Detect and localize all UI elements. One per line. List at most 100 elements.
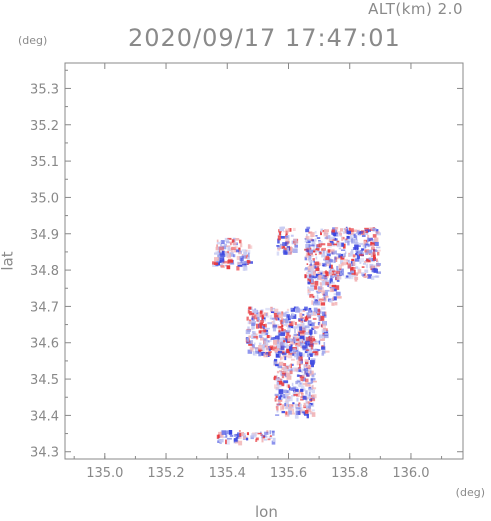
echo-cell [333, 250, 337, 255]
echo-cell [217, 254, 221, 259]
echo-cell [318, 246, 322, 248]
echo-cell [312, 317, 317, 320]
echo-cell [285, 366, 289, 369]
echo-cell [294, 349, 299, 353]
echo-cell [361, 248, 365, 251]
echo-cell [305, 390, 308, 395]
echo-cell [258, 351, 262, 357]
echo-cell [305, 349, 310, 351]
echo-cell [251, 314, 254, 319]
echo-cell [354, 258, 360, 262]
echo-cell [363, 239, 369, 243]
echo-cell [292, 408, 295, 413]
echo-cell [295, 380, 298, 385]
echo-cell [305, 238, 309, 242]
echo-cell [275, 335, 280, 340]
echo-cell [258, 342, 262, 346]
echo-cell [325, 256, 330, 261]
echo-cell [283, 312, 287, 317]
echo-cell [281, 245, 285, 249]
echo-cell [331, 231, 336, 236]
echo-cell [280, 345, 285, 350]
y-tick-label: 35.2 [30, 119, 59, 134]
echo-cell [330, 264, 333, 269]
echo-cell [288, 386, 291, 391]
echo-cell [332, 243, 338, 246]
echo-cell [238, 437, 242, 439]
echo-cell [283, 338, 286, 341]
echo-cell [285, 311, 289, 314]
x-tick-label: 135.8 [331, 466, 368, 481]
echo-cell [300, 388, 304, 392]
echo-cell [304, 370, 309, 375]
echo-cell [263, 353, 268, 358]
echo-cell [214, 257, 219, 261]
echo-cell [312, 276, 317, 279]
echo-cell [302, 340, 307, 343]
echo-cell [321, 306, 326, 310]
echo-cell [314, 281, 319, 286]
echo-cell [283, 346, 287, 348]
echo-cell [321, 247, 326, 251]
echo-cell [347, 263, 352, 269]
echo-cell [277, 245, 281, 250]
y-axis-ticks: 34.3 34.4 34.5 34.6 34.7 34.8 34.9 35.0 35.1 35.2… [30, 69, 463, 461]
echo-cell [305, 252, 309, 256]
x-tick-label: 135.2 [147, 466, 184, 481]
echo-cell [294, 414, 299, 419]
echo-cell [315, 235, 318, 237]
echo-cell [296, 380, 301, 383]
echo-cell [355, 266, 359, 269]
echo-cell [311, 322, 315, 327]
echo-cell [219, 261, 222, 263]
echo-cell [293, 238, 298, 241]
echo-cell [361, 272, 365, 276]
echo-cell [295, 307, 300, 313]
echo-cell [285, 396, 290, 401]
echo-cell [268, 352, 272, 357]
echo-cell [318, 340, 321, 345]
echo-cell [348, 259, 350, 264]
echo-cell [269, 435, 272, 437]
echo-cell [300, 338, 304, 342]
echo-cell [284, 403, 287, 407]
echo-cell [251, 321, 256, 326]
echo-cell [315, 301, 320, 306]
echo-cell [329, 262, 331, 267]
echo-cell [226, 238, 230, 241]
echo-cell [219, 257, 225, 263]
echo-cell [325, 235, 331, 239]
echo-cell [248, 252, 250, 258]
echo-cell [263, 329, 267, 333]
echo-cell [225, 264, 228, 267]
echo-cell [322, 271, 325, 275]
echo-cell [286, 234, 290, 239]
echo-cell [312, 380, 317, 383]
echo-cell [296, 410, 298, 415]
echo-cell [307, 286, 310, 289]
echo-cell [277, 316, 280, 321]
echo-cell [278, 338, 283, 343]
echo-cell [310, 237, 313, 241]
echo-cell [290, 247, 293, 252]
echo-cell [229, 262, 235, 265]
echo-cell [358, 233, 361, 237]
echo-cell [213, 262, 219, 265]
echo-cell [275, 347, 280, 352]
echo-cell [326, 253, 331, 257]
echo-cell [307, 292, 310, 296]
echo-cell [226, 265, 231, 270]
echo-cell [276, 410, 279, 413]
echo-cell [330, 276, 335, 278]
echo-cell [248, 245, 253, 249]
echo-cell [321, 346, 325, 350]
echo-cell [343, 253, 346, 257]
echo-cell [304, 359, 309, 362]
echo-cell [285, 323, 291, 327]
echo-cell [313, 301, 315, 306]
echo-cell [334, 302, 338, 306]
echo-cell [263, 337, 268, 341]
echo-cell [239, 432, 244, 437]
echo-cell [302, 411, 306, 415]
echo-cell [333, 296, 337, 301]
